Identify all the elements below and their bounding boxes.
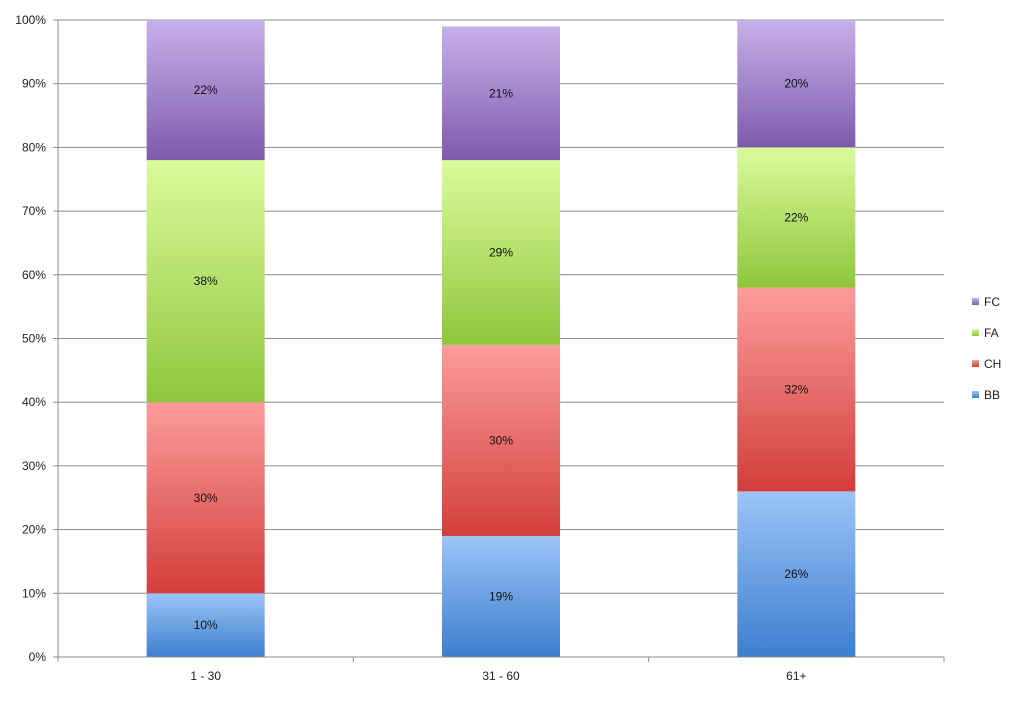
y-tick-label: 60% (22, 268, 46, 282)
bar-segment-bb (442, 535, 560, 657)
data-label: 30% (489, 433, 513, 447)
data-label: 20% (784, 77, 808, 91)
data-label: 22% (784, 210, 808, 224)
y-tick-label: 70% (22, 204, 46, 218)
data-label: 26% (784, 567, 808, 581)
y-tick-label: 0% (29, 650, 47, 664)
axes: 0% 10% 20% 30% 40% 50% 60% 70% 80% 90% 100% 1 - 30 3… (15, 13, 945, 683)
legend-label: CH (984, 357, 1001, 371)
y-tick-label: 50% (22, 332, 46, 346)
legend-label: BB (984, 388, 1000, 402)
bar-segment-fa (737, 147, 856, 288)
bar-segment-fc (146, 20, 265, 161)
data-label: 30% (194, 491, 218, 505)
y-tick-label: 90% (22, 77, 46, 91)
x-tick-label: 61+ (786, 669, 806, 683)
y-tick-label: 80% (22, 140, 46, 154)
data-label: 22% (194, 83, 218, 97)
data-label: 38% (194, 274, 218, 288)
data-label: 10% (194, 618, 218, 632)
data-label: 19% (489, 589, 513, 603)
legend-swatch-ch (972, 360, 979, 367)
x-tick-label: 1 - 30 (190, 669, 221, 683)
bar-segment-ch (737, 287, 856, 492)
legend-swatch-fc (972, 298, 979, 305)
bar-segment-fc (442, 26, 560, 161)
legend-swatch-fa (972, 329, 979, 336)
bar-segment-bb (737, 491, 856, 657)
legend-label: FA (984, 326, 999, 340)
bar-segment-fc (737, 20, 856, 148)
bars: 10% 30% 38% 22% 19% 30% 29% 21% 26% 32% 22% 20% (146, 20, 856, 657)
y-tick-label: 10% (22, 586, 46, 600)
y-tick-label: 20% (22, 523, 46, 537)
y-tick-label: 30% (22, 459, 46, 473)
x-tick-label: 31 - 60 (482, 669, 520, 683)
data-label: 32% (784, 382, 808, 396)
legend-swatch-bb (972, 391, 979, 398)
data-label: 29% (489, 246, 513, 260)
bar-segment-bb (146, 593, 265, 657)
legend-label: FC (984, 295, 1000, 309)
legend: FC FA CH BB (972, 295, 1001, 402)
bar-segment-ch (146, 402, 265, 594)
data-label: 21% (489, 86, 513, 100)
bar-segment-fa (146, 160, 265, 403)
y-tick-label: 100% (15, 13, 46, 27)
bar-segment-fa (442, 160, 560, 345)
y-tick-label: 40% (22, 395, 46, 409)
bar-segment-ch (442, 344, 560, 536)
